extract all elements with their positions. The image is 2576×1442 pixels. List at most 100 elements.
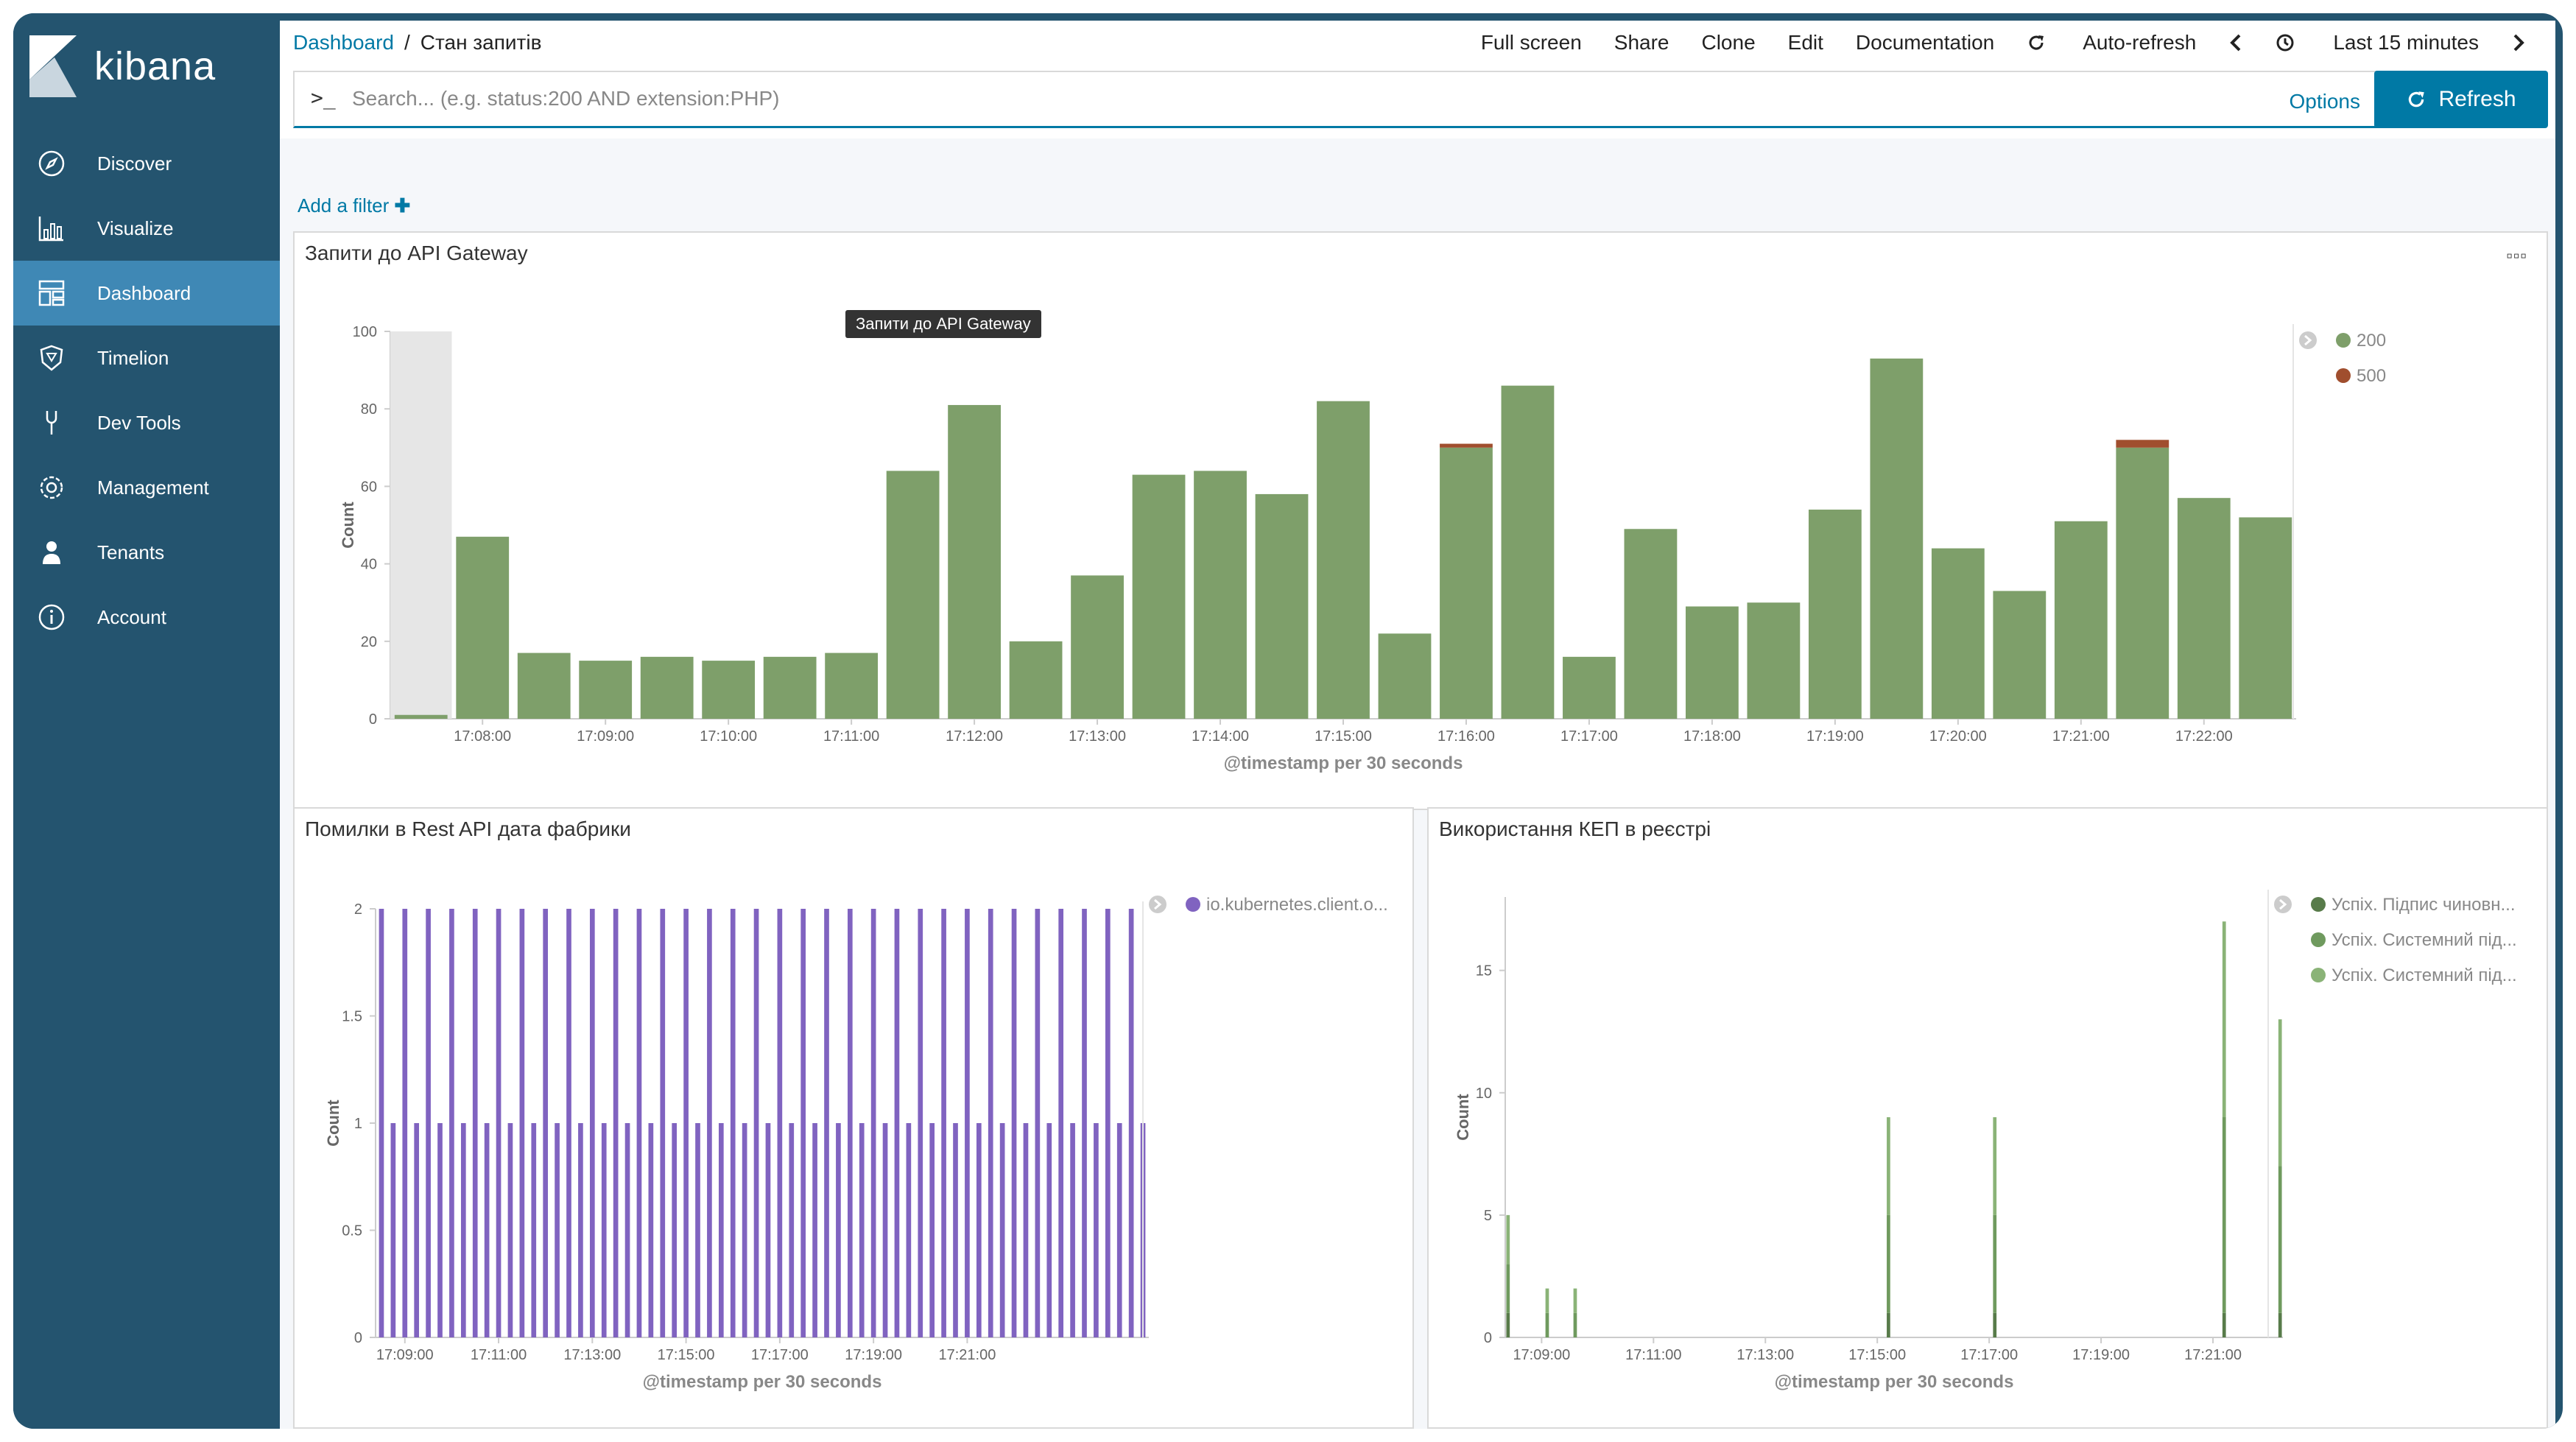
bar — [2278, 1019, 2282, 1167]
bar — [886, 471, 940, 719]
bar-chart-icon — [35, 212, 68, 245]
sidebar-item-account[interactable]: Account — [13, 585, 280, 650]
x-tick-label: 17:18:00 — [1683, 728, 1741, 745]
bar — [2278, 1312, 2282, 1337]
bar — [1082, 909, 1087, 1337]
bar — [579, 661, 633, 719]
sidebar-item-visualize[interactable]: Visualize — [13, 196, 280, 261]
search-input[interactable]: Search... (e.g. status:200 AND extension… — [352, 87, 780, 110]
chart-rest-api-errors: 0 0.5 1 1.5 2 Count 17:09:00 17:11:00 17:13:00 17… — [324, 895, 1388, 1392]
y-tick-label: 60 — [361, 479, 377, 495]
sidebar-item-management[interactable]: Management — [13, 455, 280, 520]
time-forward-button[interactable] — [2511, 33, 2526, 52]
time-range-label: Last 15 minutes — [2333, 31, 2479, 54]
bar — [777, 909, 783, 1337]
chevron-right-icon — [1154, 898, 1162, 910]
bar — [456, 536, 510, 719]
bar — [948, 404, 1001, 719]
panel-rest-api-errors: Помилки в Rest API дата фабрики 0 0.5 1 1.5… — [293, 807, 1414, 1429]
bar — [812, 1123, 817, 1337]
x-tick-label: 17:11:00 — [1625, 1347, 1681, 1363]
full-screen-button[interactable]: Full screen — [1480, 31, 1582, 54]
sidebar-item-label: Timelion — [97, 346, 169, 369]
panel-title: Використання КЕП в реєстрі — [1439, 817, 1711, 840]
time-back-button[interactable] — [2228, 33, 2243, 52]
bar — [390, 1123, 396, 1337]
y-tick-label: 0 — [354, 1330, 362, 1346]
refresh-icon — [2409, 91, 2425, 108]
bar — [1501, 385, 1555, 719]
plus-icon: ✚ — [394, 194, 411, 217]
bar — [1686, 606, 1739, 719]
refresh-button[interactable]: Refresh — [2374, 71, 2548, 128]
panel-api-gateway-requests: Запити до API Gateway ▫▫▫ 0 20 40 60 80 100 Co… — [293, 231, 2548, 810]
bar — [1563, 656, 1616, 719]
x-tick-label: 17:21:00 — [2052, 728, 2110, 745]
sidebar-item-dev-tools[interactable]: Dev Tools — [13, 390, 280, 455]
panel-options-icon[interactable]: ▫▫▫ — [2506, 246, 2527, 266]
bar — [640, 656, 694, 719]
bar — [555, 1123, 560, 1337]
x-tick-label: 17:09:00 — [376, 1347, 434, 1363]
bar — [836, 1123, 841, 1337]
wrench-icon — [35, 407, 68, 439]
x-tick-label: 17:12:00 — [946, 728, 1003, 745]
sidebar-item-label: Management — [97, 476, 209, 499]
edit-button[interactable]: Edit — [1787, 31, 1823, 54]
x-tick-label: 17:17:00 — [1960, 1347, 2018, 1363]
add-filter-label: Add a filter — [298, 194, 390, 217]
legend-swatch — [2311, 932, 2326, 947]
bar — [2222, 921, 2226, 1117]
bar — [825, 653, 879, 719]
legend-swatch — [2311, 968, 2326, 982]
bar — [601, 1123, 607, 1337]
bar — [2177, 498, 2231, 719]
sidebar-item-tenants[interactable]: Tenants — [13, 520, 280, 585]
kibana-logo[interactable]: kibana — [29, 35, 216, 97]
chevron-left-icon — [2230, 34, 2241, 52]
bar — [1378, 633, 1432, 719]
legend-swatch — [2336, 333, 2351, 348]
sidebar-item-dashboard[interactable]: Dashboard — [13, 261, 280, 326]
bar — [2222, 1117, 2226, 1313]
x-tick-label: 17:13:00 — [1736, 1347, 1794, 1363]
sidebar-item-discover[interactable]: Discover — [13, 131, 280, 196]
add-filter-button[interactable]: Add a filter ✚ — [298, 194, 410, 217]
bar — [437, 1123, 443, 1337]
app-window: kibana Discover Visualize Dashboard Timelio… — [13, 13, 2563, 1429]
chevron-right-icon — [2513, 34, 2524, 52]
time-picker-button[interactable]: Last 15 minutes — [2276, 31, 2479, 54]
bar — [718, 1123, 724, 1337]
x-tick-label: 17:10:00 — [700, 728, 757, 745]
share-button[interactable]: Share — [1613, 31, 1669, 54]
bar — [1506, 1264, 1510, 1313]
search-options-button[interactable]: Options — [2289, 90, 2361, 113]
bar — [1116, 1123, 1122, 1337]
bar — [507, 1123, 513, 1337]
bar — [882, 1123, 888, 1337]
bar — [624, 1123, 630, 1337]
auto-refresh-button[interactable]: Auto-refresh — [2027, 31, 2196, 54]
top-menu: Full screen Share Clone Edit Documentati… — [1449, 31, 2526, 54]
sidebar-item-timelion[interactable]: Timelion — [13, 326, 280, 390]
chart-kep-usage: 0 5 10 15 Count 17:09:00 17:11:00 17:13:00 17:15… — [1454, 890, 2517, 1392]
top-bar: Dashboard / Стан запитів Full screen Share… — [280, 21, 2555, 138]
y-axis-label: Count — [1454, 1094, 1472, 1141]
bar — [1887, 1117, 1890, 1215]
bar — [894, 909, 900, 1337]
filter-bar: Add a filter ✚ — [280, 138, 2555, 227]
breadcrumb-dashboard-link[interactable]: Dashboard — [293, 31, 394, 54]
bar — [1094, 1123, 1099, 1337]
y-tick-label: 1 — [354, 1116, 362, 1132]
search-bar[interactable]: >_ Search... (e.g. status:200 AND extens… — [293, 71, 2381, 128]
legend-toggle-icon — [2299, 331, 2317, 349]
legend-label: 500 — [2357, 366, 2386, 386]
clone-button[interactable]: Clone — [1701, 31, 1756, 54]
bar — [1009, 641, 1063, 719]
bar — [683, 909, 689, 1337]
bar — [824, 909, 829, 1337]
documentation-button[interactable]: Documentation — [1855, 31, 1995, 54]
bar — [1993, 1214, 1997, 1313]
legend-label: Успіх. Системний під... — [2332, 966, 2517, 985]
y-tick-label: 5 — [1484, 1208, 1492, 1224]
